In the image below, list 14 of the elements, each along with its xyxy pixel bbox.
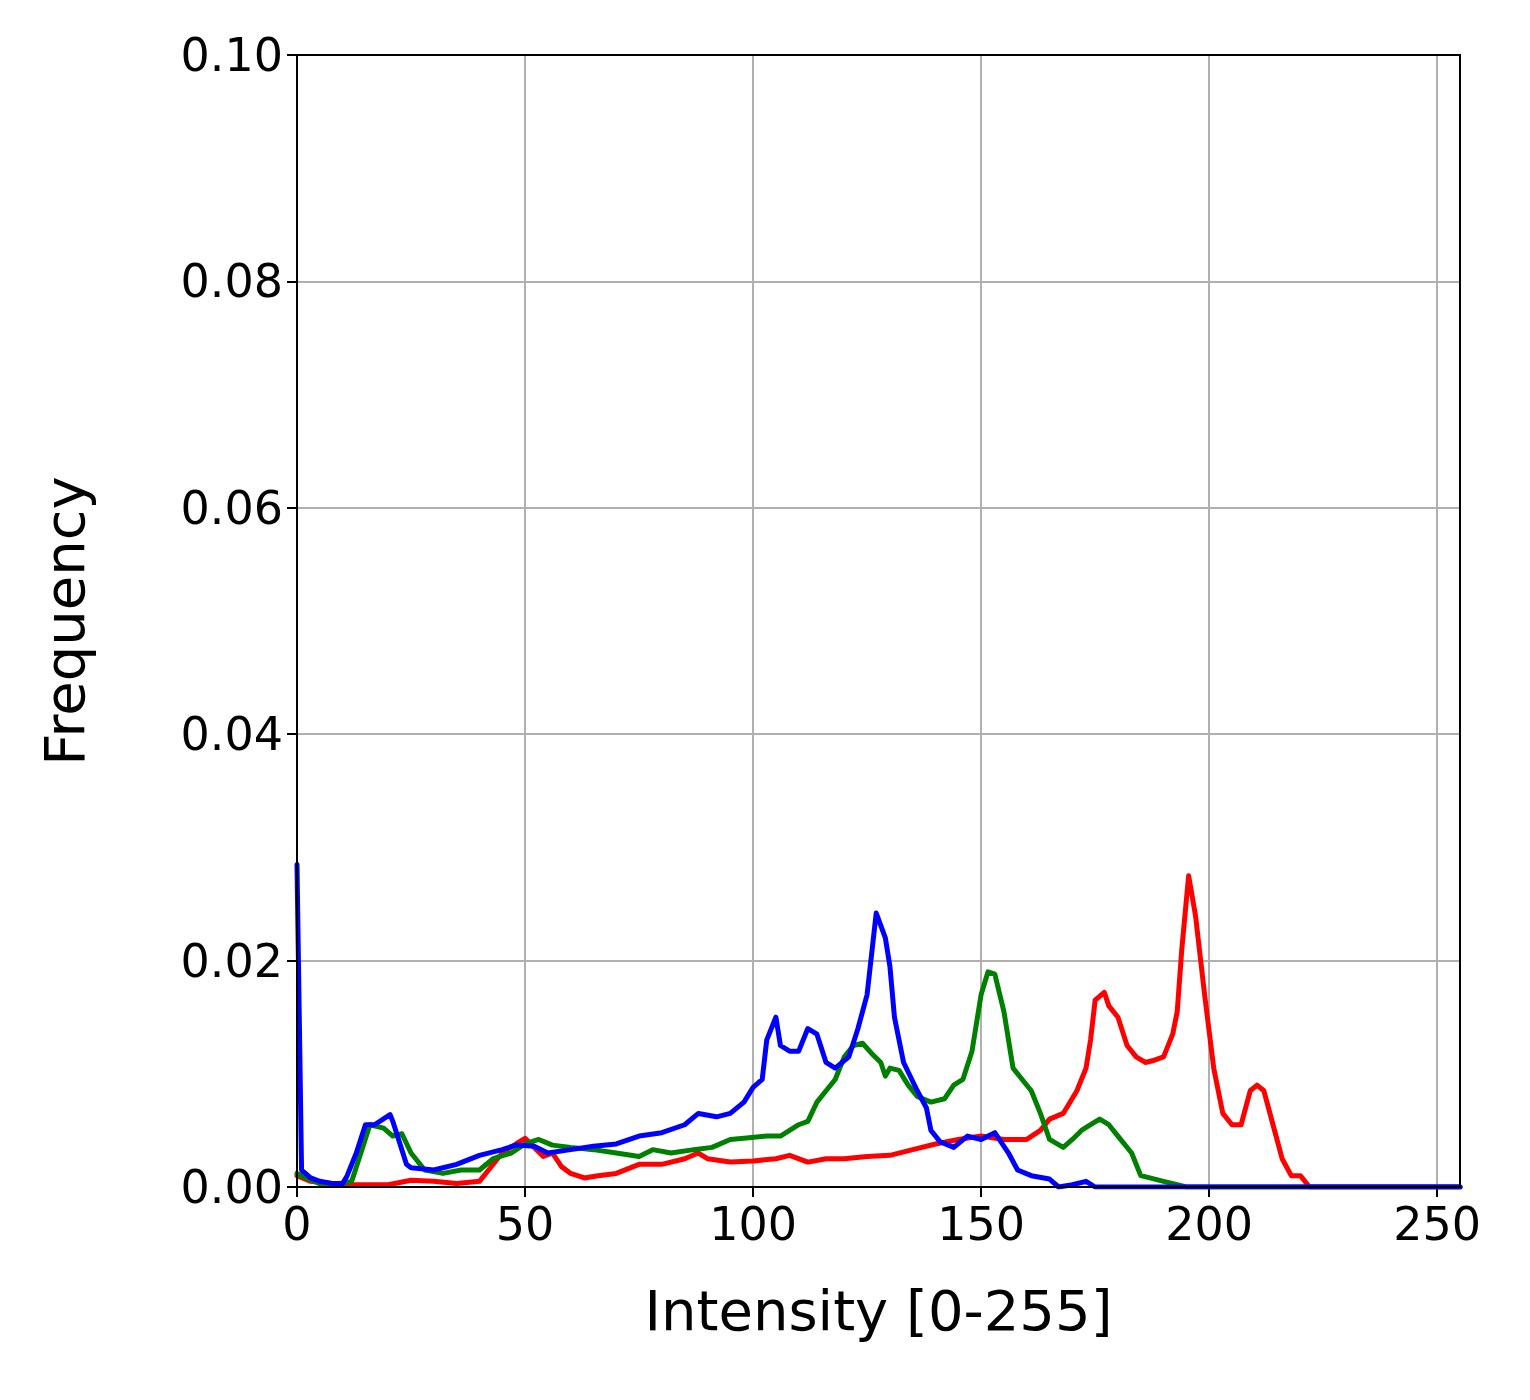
y-tick-label: 0.04 (180, 707, 283, 762)
x-tick-label: 200 (1165, 1197, 1254, 1251)
y-axis-title: Frequency (31, 476, 97, 766)
y-tick-label: 0.08 (180, 254, 283, 309)
x-tick-label: 150 (937, 1197, 1026, 1251)
y-tick-label: 0.02 (180, 933, 283, 988)
y-tick-label: 0.00 (180, 1160, 283, 1214)
x-tick-label: 0 (282, 1197, 312, 1251)
x-tick-label: 100 (709, 1197, 797, 1251)
x-tick-label: 250 (1393, 1197, 1482, 1251)
y-tick-label: 0.06 (180, 480, 283, 535)
x-axis-title: Intensity [0-255] (644, 1277, 1113, 1343)
y-tick-label: 0.10 (180, 28, 283, 82)
x-tick-label: 50 (495, 1197, 555, 1251)
